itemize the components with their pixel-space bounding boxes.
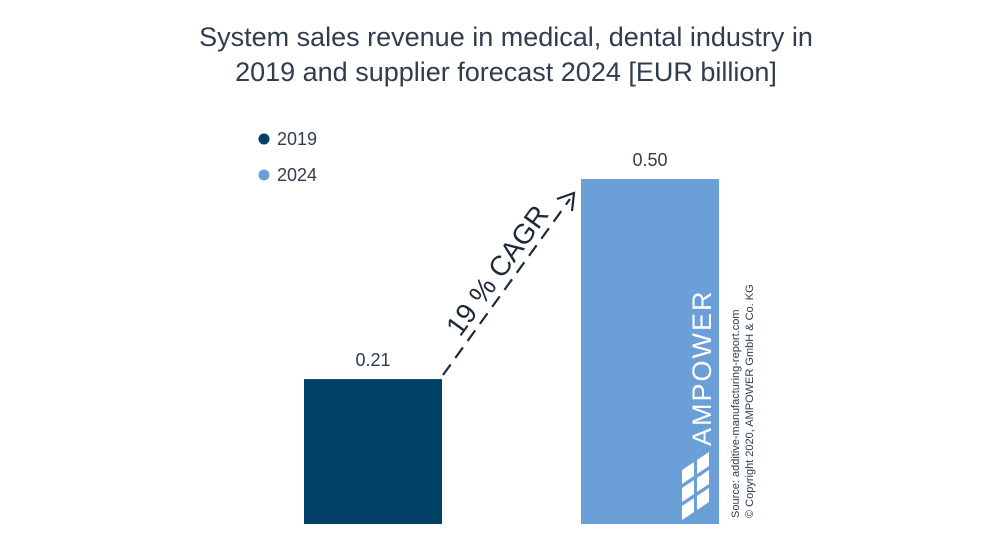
legend-label-2019: 2019 [277, 129, 317, 149]
copyright-text: © Copyright 2020, AMPOWER GmbH & Co. KG [744, 284, 756, 518]
ampower-logo-mark-icon [682, 452, 709, 520]
legend-marker-2019 [258, 133, 270, 145]
bars-group: 0.21 0.50 [304, 150, 719, 524]
ampower-logo-text: AMPOWER [687, 289, 717, 446]
value-label-2024: 0.50 [632, 150, 667, 170]
cagr-arrow-line [442, 198, 571, 376]
chart-title-line-1: System sales revenue in medical, dental … [199, 22, 813, 52]
value-label-2019: 0.21 [355, 350, 390, 370]
legend: 2019 2024 [258, 129, 317, 185]
source-text: Source: additive-manufacturing-report.co… [730, 310, 742, 518]
bar-2019 [304, 379, 442, 524]
legend-label-2024: 2024 [277, 165, 317, 185]
legend-marker-2024 [258, 169, 270, 181]
cagr-arrow [442, 191, 576, 376]
cagr-label: 19 % CAGR [440, 200, 555, 342]
bar-2024 [581, 179, 719, 524]
chart-title-line-2: 2019 and supplier forecast 2024 [EUR bil… [235, 57, 777, 87]
cagr-arrow-head [556, 191, 576, 212]
ampower-logo: AMPOWER [682, 289, 717, 520]
